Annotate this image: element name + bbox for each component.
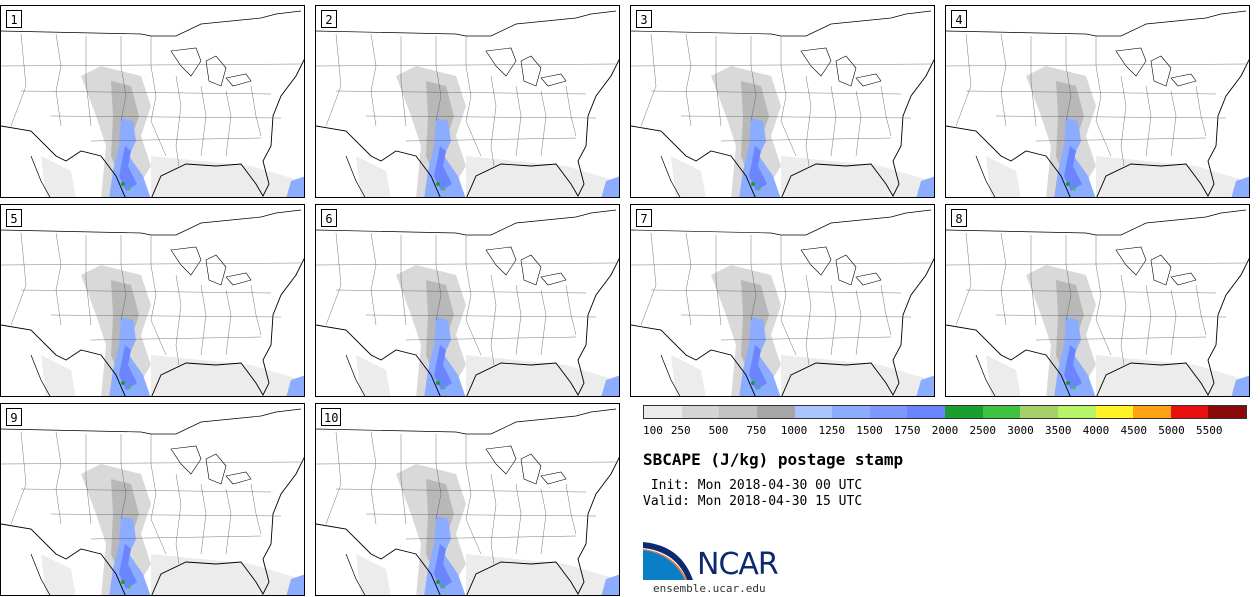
ensemble-member-panel: 10 [315, 403, 620, 596]
colorbar-cell [1095, 406, 1134, 418]
ensemble-member-panel: 4 [945, 5, 1250, 198]
colorbar-label: 1250 [818, 424, 846, 437]
ncar-logo-text: NCAR [697, 547, 779, 582]
colorbar-label: 1750 [894, 424, 921, 437]
map-icon [316, 209, 619, 396]
ensemble-member-panel: 9 [0, 403, 305, 596]
colorbar-label: 250 [670, 424, 691, 437]
ensemble-member-panel: 2 [315, 5, 620, 198]
colorbar-label: 4000 [1082, 424, 1110, 437]
map-icon [1, 10, 304, 197]
ensemble-member-panel: 1 [0, 5, 305, 198]
colorbar-label: 1000 [780, 424, 808, 437]
panel-number: 1 [6, 10, 22, 28]
colorbar-cell [907, 406, 945, 418]
ensemble-member-panel: 6 [315, 204, 620, 397]
colorbar-label: 500 [708, 424, 729, 437]
colorbar-cell [756, 406, 795, 418]
map-icon [631, 209, 934, 396]
panel-number: 7 [636, 209, 652, 227]
colorbar-label: 5000 [1158, 424, 1185, 437]
panel-number: 10 [321, 408, 342, 426]
map-icon [631, 10, 934, 197]
colorbar-label: 3500 [1045, 424, 1072, 437]
colorbar-cell [1057, 406, 1096, 418]
map-icon [316, 10, 619, 197]
colorbar-cell [1208, 406, 1246, 418]
colorbar-label: 1500 [856, 424, 883, 437]
valid-time: Valid: Mon 2018-04-30 15 UTC [643, 494, 863, 509]
colorbar-label: 3000 [1007, 424, 1034, 437]
map-icon [1, 408, 304, 595]
colorbar-cell [644, 406, 682, 418]
ensemble-member-panel: 5 [0, 204, 305, 397]
map-icon [316, 408, 619, 595]
chart-title: SBCAPE (J/kg) postage stamp [643, 450, 904, 469]
ncar-logo-icon [643, 542, 693, 580]
panel-number: 3 [636, 10, 652, 28]
panel-number: 6 [321, 209, 337, 227]
init-time: Init: Mon 2018-04-30 00 UTC [643, 478, 863, 493]
colorbar-cell [1020, 406, 1058, 418]
colorbar-labels: 100 250 500 750 1000 1250 1500 1750 2000 2500 3000… [643, 424, 1247, 438]
panel-number: 8 [951, 209, 967, 227]
ensemble-member-panel: 8 [945, 204, 1250, 397]
map-icon [946, 209, 1249, 396]
colorbar-cell [794, 406, 833, 418]
panel-number: 4 [951, 10, 967, 28]
colorbar-cell [1133, 406, 1171, 418]
map-icon [946, 10, 1249, 197]
map-icon [1, 209, 304, 396]
colorbar-label: 2000 [931, 424, 959, 437]
colorbar [643, 405, 1247, 419]
ensemble-member-panel: 7 [630, 204, 935, 397]
colorbar-label: 4500 [1120, 424, 1148, 437]
colorbar-label: 750 [746, 424, 767, 437]
panel-number: 2 [321, 10, 337, 28]
colorbar-cell [1170, 406, 1209, 418]
colorbar-cell [982, 406, 1021, 418]
colorbar-cell [832, 406, 870, 418]
colorbar-cell [681, 406, 720, 418]
colorbar-label: 2500 [969, 424, 997, 437]
panel-number: 5 [6, 209, 22, 227]
site-url: ensemble.ucar.edu [653, 582, 766, 595]
colorbar-label: 100 [643, 424, 663, 437]
colorbar-label: 5500 [1196, 424, 1223, 437]
panel-number: 9 [6, 408, 22, 426]
colorbar-cell [945, 406, 983, 418]
colorbar-cell [719, 406, 757, 418]
ensemble-member-panel: 3 [630, 5, 935, 198]
colorbar-cell [869, 406, 908, 418]
